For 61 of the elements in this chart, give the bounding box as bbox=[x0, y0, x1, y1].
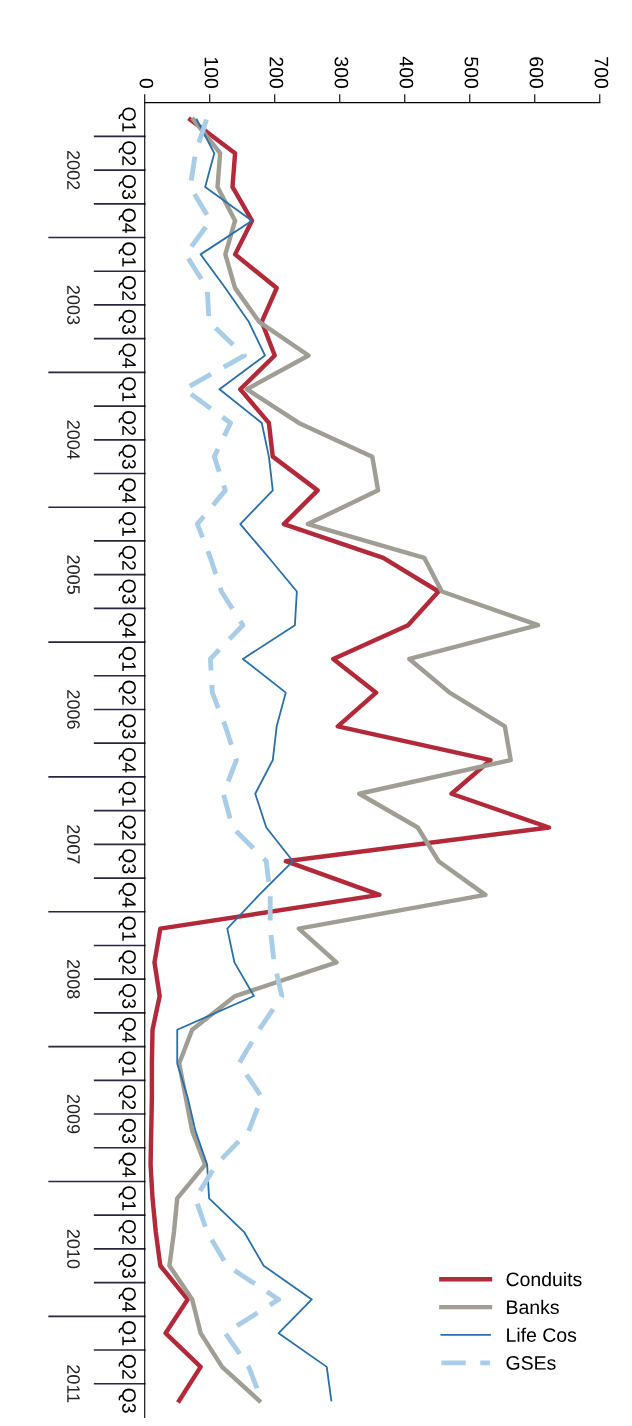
x-tick-label: 100 bbox=[204, 57, 219, 89]
text: 2009 bbox=[67, 1094, 80, 1134]
y-tick-label: Q4 bbox=[118, 1017, 136, 1043]
y-tick-label: Q4 bbox=[118, 1152, 136, 1177]
y-tick-label: Q4 bbox=[118, 343, 136, 368]
text: 2005 bbox=[67, 555, 80, 594]
y-tick-label: Q1 bbox=[118, 916, 136, 941]
y-tick-label: Q1 bbox=[118, 1051, 136, 1076]
y-tick-label: Q2 bbox=[118, 815, 136, 840]
y-tick-label: Q1 bbox=[118, 242, 136, 267]
text: 2006 bbox=[67, 690, 80, 729]
x-tick-label: 0 bbox=[139, 78, 154, 89]
legend-label: Conduits bbox=[506, 1271, 582, 1287]
y-tick-label: Q4 bbox=[118, 478, 136, 503]
y-tick-label: Q2 bbox=[118, 1219, 136, 1245]
y-tick-label: Q3 bbox=[118, 444, 136, 469]
y-tick-label: Q1 bbox=[118, 107, 136, 132]
legend-label: GSEs bbox=[506, 1356, 556, 1370]
y-tick-label: Q3 bbox=[118, 983, 136, 1009]
text: 2008 bbox=[67, 960, 80, 999]
x-tick-label: 400 bbox=[399, 56, 414, 89]
y-tick-label: Q3 bbox=[118, 1253, 136, 1278]
y-tick-label: Q3 bbox=[118, 309, 136, 334]
y-tick-label: Q3 bbox=[118, 1118, 136, 1144]
y-tick-label: Q1 bbox=[118, 1186, 136, 1211]
y-tick-label: Q2 bbox=[118, 680, 136, 705]
y-tick-label: Q2 bbox=[118, 545, 136, 570]
x-tick-label: 600 bbox=[529, 57, 544, 89]
y-tick-label: Q2 bbox=[118, 276, 136, 301]
y-tick-label: Q3 bbox=[118, 849, 136, 874]
text: 2007 bbox=[67, 825, 80, 864]
y-tick-label: Q2 bbox=[118, 141, 136, 166]
legend-label: Life Cos bbox=[507, 1327, 577, 1342]
y-tick-label: Q2 bbox=[118, 1354, 136, 1379]
y-tick-label: Q2 bbox=[118, 1085, 136, 1110]
y-tick-label: Q1 bbox=[118, 377, 136, 402]
y-tick-label: Q2 bbox=[118, 950, 136, 975]
y-tick-label: Q3 bbox=[118, 714, 136, 739]
x-tick-label: 700 bbox=[594, 57, 609, 89]
x-tick-label: 300 bbox=[334, 57, 349, 89]
y-tick-label: Q4 bbox=[118, 613, 136, 638]
y-tick-label: Q2 bbox=[118, 410, 136, 435]
text: 2004 bbox=[67, 420, 80, 460]
y-tick-label: Q4 bbox=[118, 882, 136, 908]
y-tick-label: Q4 bbox=[118, 1287, 136, 1312]
y-tick-label: Q1 bbox=[118, 512, 136, 537]
y-tick-label: Q3 bbox=[118, 174, 136, 200]
x-tick-label: 200 bbox=[269, 57, 284, 89]
text: 2010 bbox=[67, 1229, 80, 1269]
y-tick-label: Q4 bbox=[118, 208, 136, 234]
text: 2002 bbox=[67, 150, 80, 190]
y-tick-label: Q1 bbox=[118, 781, 136, 806]
y-tick-label: Q3 bbox=[118, 1388, 136, 1413]
legend-label: Banks bbox=[507, 1299, 559, 1315]
y-tick-label: Q1 bbox=[118, 646, 136, 671]
y-tick-label: Q1 bbox=[118, 1321, 136, 1346]
text: 2003 bbox=[67, 285, 80, 325]
y-tick-label: Q3 bbox=[118, 579, 136, 604]
text: 2011 bbox=[67, 1365, 80, 1403]
y-tick-label: Q4 bbox=[118, 748, 136, 773]
x-tick-label: 500 bbox=[464, 57, 479, 89]
